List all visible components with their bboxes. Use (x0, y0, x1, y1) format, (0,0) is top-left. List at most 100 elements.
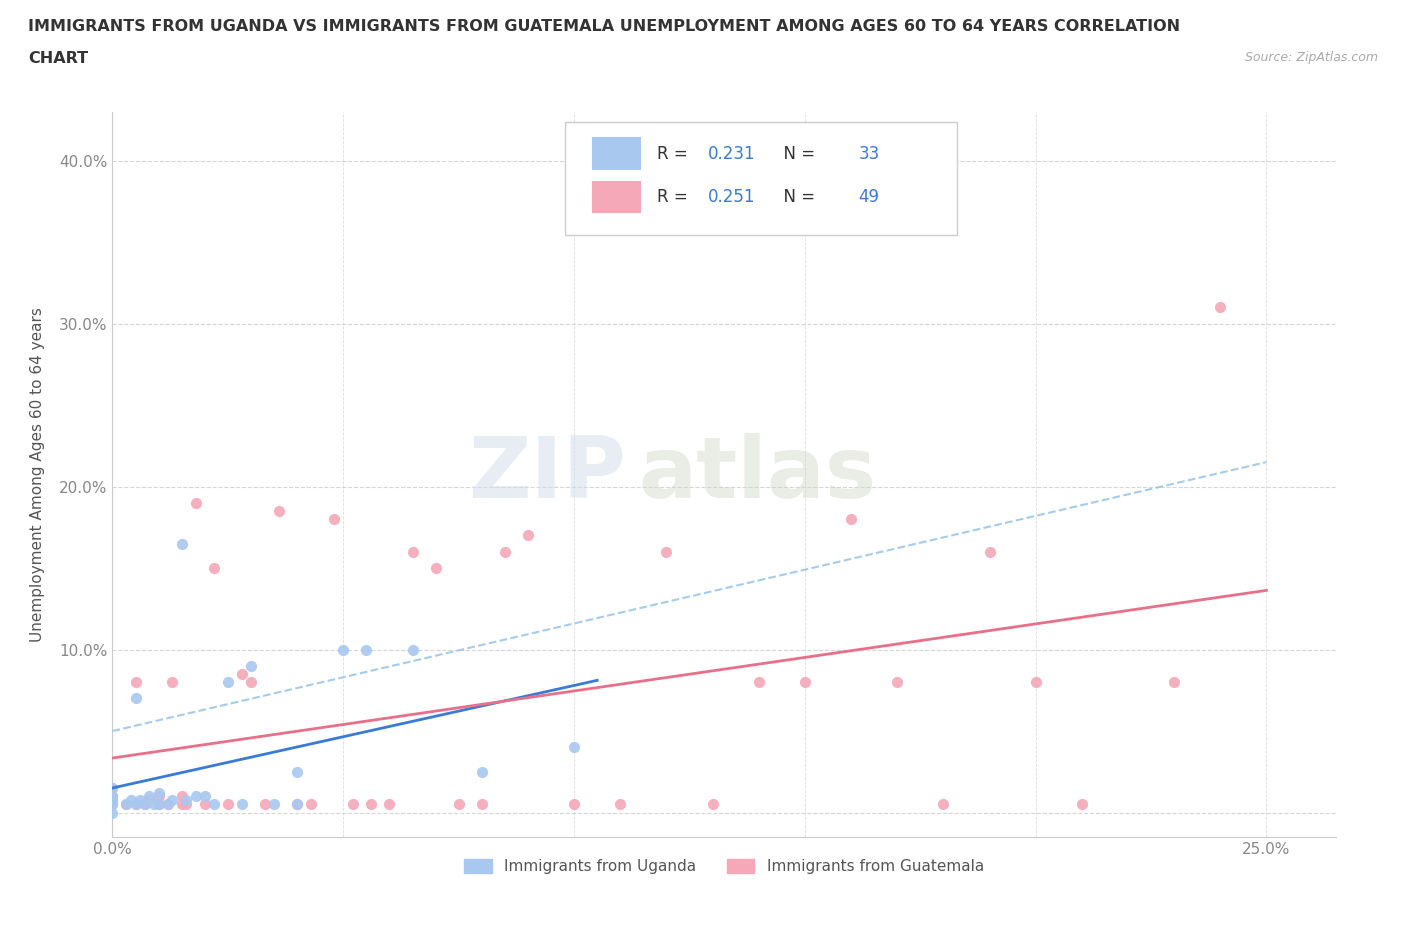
Point (138, 792, 160, 807)
Text: 0.231: 0.231 (709, 145, 756, 163)
Point (239, 674, 262, 689)
Point (562, 797, 585, 812)
FancyBboxPatch shape (592, 180, 641, 213)
Point (323, 512, 346, 526)
Point (1163, 674, 1185, 689)
Text: IMMIGRANTS FROM UGANDA VS IMMIGRANTS FROM GUATEMALA UNEMPLOYMENT AMONG AGES 60 T: IMMIGRANTS FROM UGANDA VS IMMIGRANTS FRO… (28, 19, 1180, 33)
Point (124, 691, 146, 706)
Point (148, 786, 170, 801)
Text: ZIP: ZIP (468, 432, 626, 516)
Point (342, 797, 364, 812)
Point (170, 797, 193, 812)
Point (655, 544, 678, 559)
FancyBboxPatch shape (592, 137, 641, 169)
Point (401, 544, 423, 559)
FancyBboxPatch shape (565, 123, 956, 235)
Point (360, 797, 382, 812)
Point (471, 764, 494, 779)
Point (471, 797, 494, 812)
Point (101, 780, 124, 795)
Point (231, 667, 253, 682)
Point (217, 797, 239, 812)
Point (101, 789, 124, 804)
Point (702, 797, 724, 812)
Point (101, 789, 124, 804)
Point (162, 674, 184, 689)
Point (267, 503, 290, 518)
Point (425, 561, 447, 576)
Point (148, 797, 170, 812)
Text: atlas: atlas (638, 432, 877, 516)
Text: 0.251: 0.251 (709, 188, 755, 206)
Text: R =: R = (657, 145, 693, 163)
Text: R =: R = (657, 188, 693, 206)
Point (184, 789, 207, 804)
Point (494, 544, 516, 559)
Point (793, 674, 815, 689)
Point (138, 789, 160, 804)
Point (148, 797, 170, 812)
Point (1025, 674, 1047, 689)
Point (124, 797, 146, 812)
Point (143, 797, 166, 812)
Point (285, 797, 308, 812)
Point (176, 797, 198, 812)
Point (194, 789, 217, 804)
Point (162, 792, 184, 807)
Point (134, 797, 156, 812)
Point (176, 792, 198, 807)
Point (1070, 797, 1092, 812)
Text: 49: 49 (859, 188, 880, 206)
Point (748, 674, 770, 689)
Point (156, 797, 179, 812)
Point (932, 797, 955, 812)
Point (285, 764, 308, 779)
Point (115, 797, 138, 812)
Point (148, 789, 170, 804)
Point (170, 789, 193, 804)
Point (217, 674, 239, 689)
Point (1209, 299, 1232, 314)
Point (202, 561, 225, 576)
Text: Source: ZipAtlas.com: Source: ZipAtlas.com (1244, 51, 1378, 64)
Point (101, 780, 124, 795)
Point (202, 797, 225, 812)
Legend: Immigrants from Uganda, Immigrants from Guatemala: Immigrants from Uganda, Immigrants from … (458, 853, 990, 880)
Point (101, 805, 124, 820)
Point (886, 674, 908, 689)
Point (356, 642, 378, 657)
Point (194, 797, 217, 812)
Point (184, 496, 207, 511)
Y-axis label: Unemployment Among Ages 60 to 64 years: Unemployment Among Ages 60 to 64 years (31, 307, 45, 642)
Point (285, 797, 308, 812)
Point (401, 642, 423, 657)
Point (115, 797, 138, 812)
Point (299, 797, 322, 812)
Point (253, 797, 276, 812)
Point (231, 797, 253, 812)
Point (332, 642, 354, 657)
Point (979, 544, 1001, 559)
Point (156, 797, 179, 812)
Point (124, 797, 146, 812)
Point (447, 797, 470, 812)
Point (609, 797, 631, 812)
Point (129, 792, 152, 807)
Text: 33: 33 (859, 145, 880, 163)
Text: N =: N = (773, 188, 820, 206)
Point (101, 792, 124, 807)
Point (124, 674, 146, 689)
Point (263, 797, 285, 812)
Text: CHART: CHART (28, 51, 89, 66)
Point (562, 740, 585, 755)
Point (239, 658, 262, 673)
Point (120, 792, 142, 807)
Point (378, 797, 401, 812)
Point (101, 797, 124, 812)
Point (134, 797, 156, 812)
Point (516, 528, 538, 543)
Point (101, 797, 124, 812)
Point (839, 512, 862, 526)
Text: N =: N = (773, 145, 820, 163)
Point (170, 536, 193, 551)
